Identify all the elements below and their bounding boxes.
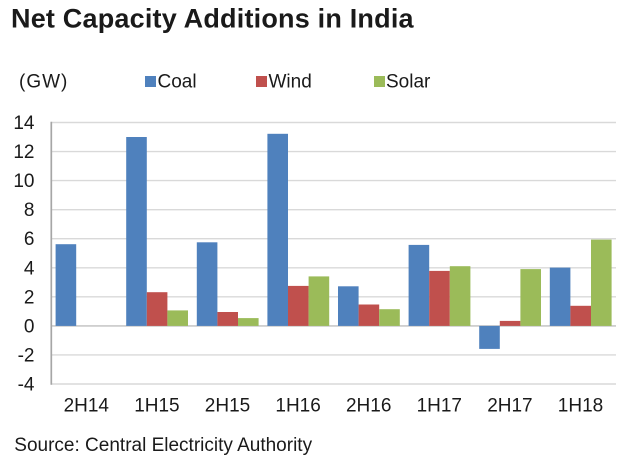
svg-text:Solar: Solar — [386, 72, 431, 93]
svg-text:-2: -2 — [18, 345, 35, 366]
svg-text:Wind: Wind — [269, 72, 312, 93]
svg-text:2H15: 2H15 — [205, 396, 250, 417]
svg-text:6: 6 — [24, 229, 35, 250]
svg-text:Source: Central Electricity Au: Source: Central Electricity Authority — [14, 435, 312, 456]
svg-text:10: 10 — [13, 171, 34, 192]
svg-text:-4: -4 — [18, 375, 35, 396]
svg-text:4: 4 — [24, 258, 35, 279]
svg-text:2H14: 2H14 — [64, 396, 110, 417]
svg-text:2: 2 — [24, 287, 35, 308]
svg-text:2H17: 2H17 — [487, 396, 532, 417]
svg-text:2H16: 2H16 — [346, 396, 391, 417]
svg-text:1H18: 1H18 — [558, 396, 603, 417]
svg-text:1H17: 1H17 — [417, 396, 462, 417]
svg-text:1H16: 1H16 — [275, 396, 320, 417]
svg-text:1H15: 1H15 — [134, 396, 179, 417]
svg-text:14: 14 — [13, 113, 35, 134]
svg-text:12: 12 — [13, 142, 34, 163]
svg-text:Net Capacity Additions in Indi: Net Capacity Additions in India — [11, 4, 415, 34]
svg-text:Coal: Coal — [158, 72, 197, 93]
svg-text:(GW): (GW) — [19, 72, 68, 93]
svg-text:0: 0 — [24, 316, 35, 337]
svg-text:8: 8 — [24, 200, 35, 221]
